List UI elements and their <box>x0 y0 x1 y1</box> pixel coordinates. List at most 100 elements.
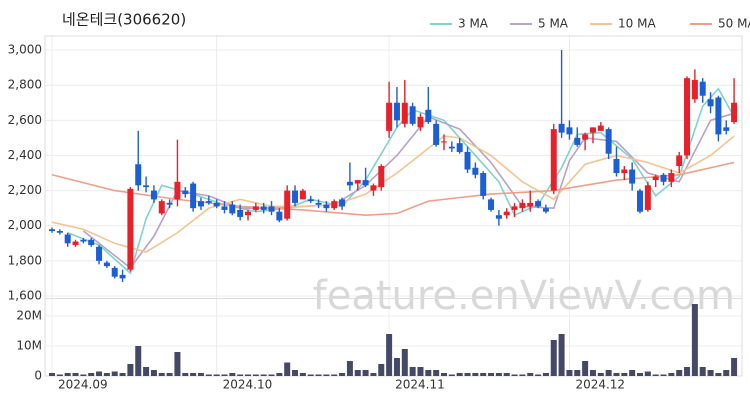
candle-body <box>370 185 377 191</box>
volume-bar <box>574 370 581 376</box>
volume-bar <box>480 373 487 376</box>
candle-body <box>166 202 173 205</box>
volume-bar <box>660 374 667 376</box>
candle-body <box>699 81 706 96</box>
candle-body <box>393 102 400 121</box>
volume-bar <box>550 340 557 376</box>
legend-label: 5 MA <box>538 17 569 31</box>
candle-body <box>456 143 463 152</box>
candle-body <box>731 102 738 123</box>
volume-bar <box>621 373 628 376</box>
volume-bar <box>417 367 424 376</box>
volume-bar <box>370 373 377 376</box>
volume-bar <box>699 367 706 376</box>
y-tick-label: 10M <box>16 339 42 353</box>
candle-body <box>56 231 63 233</box>
candle-body <box>433 123 440 145</box>
volume-bar <box>197 373 204 376</box>
candle-body <box>480 173 487 196</box>
candle-body <box>213 202 220 207</box>
volume-bar <box>715 373 722 376</box>
plot-frame <box>44 35 743 377</box>
x-tick-label: 2024.11 <box>395 378 445 392</box>
chart-title: 네온테크(306620) <box>62 11 186 29</box>
volume-bar <box>378 364 385 376</box>
candle-body <box>589 127 596 133</box>
volume-bar <box>409 367 416 376</box>
candle-body <box>80 239 87 242</box>
candle-body <box>417 116 424 128</box>
candle-body <box>386 102 393 131</box>
volume-bar <box>299 373 306 376</box>
volume-bar <box>166 373 173 376</box>
y-tick-label: 1,600 <box>8 289 42 303</box>
volume-bar <box>103 373 110 376</box>
candle-body <box>644 185 651 210</box>
volume-bar <box>307 374 314 376</box>
volume-bar <box>488 373 495 376</box>
candle-body <box>535 201 542 207</box>
volume-bar <box>637 373 643 376</box>
candle-body <box>582 134 589 140</box>
candle-body <box>668 173 675 182</box>
candle-body <box>550 129 557 191</box>
candle-body <box>448 146 455 149</box>
volume-bar <box>205 374 212 376</box>
candle-body <box>331 201 338 209</box>
volume-bar <box>589 370 596 376</box>
candle-body <box>96 246 103 261</box>
volume-bar <box>448 374 455 376</box>
candle-body <box>401 102 408 124</box>
volume-bar <box>339 373 346 376</box>
candle-body <box>495 215 502 219</box>
candle-body <box>707 99 714 107</box>
candle-body <box>307 199 314 202</box>
volume-bar <box>96 371 103 376</box>
volume-bar <box>723 370 730 376</box>
volume-bar <box>49 373 55 376</box>
candle-body <box>558 123 565 133</box>
volume-bar <box>433 370 440 376</box>
candle-body <box>190 183 197 209</box>
candle-body <box>715 97 722 135</box>
candle-body <box>268 206 275 212</box>
volume-bar <box>386 334 393 376</box>
volume-bar <box>245 374 251 376</box>
candle-body <box>472 167 479 175</box>
volume-bar <box>221 374 228 376</box>
legend-label: 3 MA <box>458 17 489 31</box>
candle-body <box>72 241 79 246</box>
volume-bar <box>707 370 714 376</box>
candle-body <box>629 169 636 184</box>
candle-body <box>299 190 306 200</box>
x-tick-label: 2024.10 <box>223 378 273 392</box>
candle-body <box>323 204 330 209</box>
volume-bar <box>393 358 400 376</box>
volume-bar <box>135 346 142 376</box>
y-tick-label: 2,600 <box>8 113 42 127</box>
volume-bar <box>566 370 573 376</box>
candle-body <box>111 267 118 277</box>
candle-body <box>143 185 150 188</box>
volume-bar <box>182 373 189 376</box>
candle-body <box>660 174 667 182</box>
volume-bar <box>652 374 659 376</box>
volume-bar <box>472 373 479 376</box>
volume-bar <box>88 373 95 376</box>
candle-body <box>346 181 353 186</box>
legend-label: 50 MA <box>718 17 750 31</box>
volume-bar <box>119 373 126 376</box>
candle-body <box>197 201 204 207</box>
volume-bar <box>731 358 738 376</box>
volume-bar <box>597 373 604 376</box>
candle-body <box>354 180 361 184</box>
volume-bar <box>323 374 330 376</box>
volume-bar <box>582 361 589 376</box>
y-tick-label: 20M <box>16 309 42 323</box>
volume-bar <box>56 374 63 376</box>
volume-bar <box>346 361 353 376</box>
candle-body <box>652 176 659 181</box>
volume-bar <box>252 374 259 376</box>
volume-bar <box>284 362 291 376</box>
